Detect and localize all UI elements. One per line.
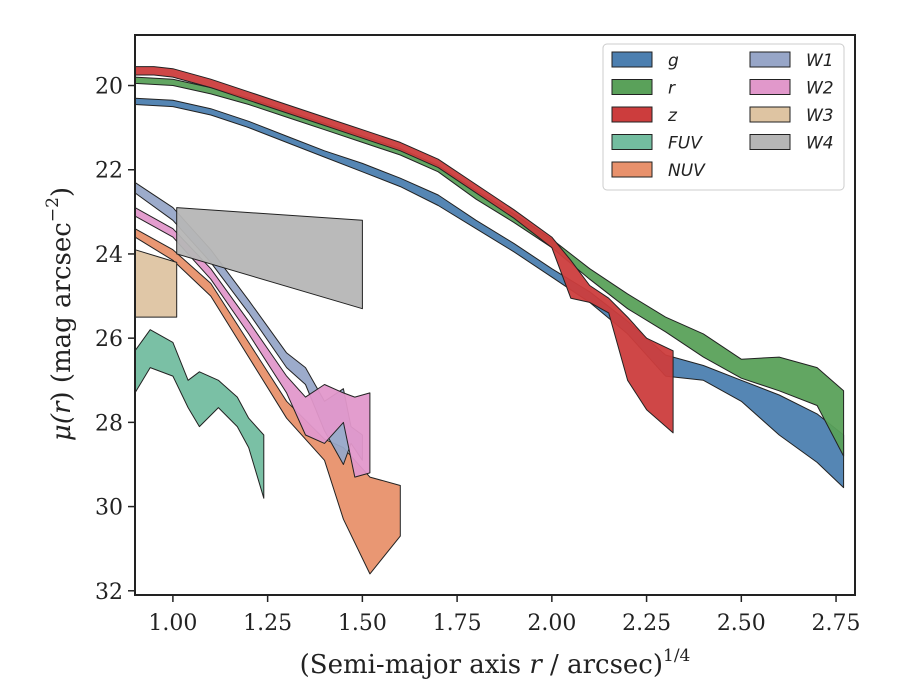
x-tick-label: 1.50: [338, 611, 387, 636]
x-tick-label: 2.25: [622, 611, 671, 636]
legend-label-W4: W4: [806, 134, 834, 154]
y-tick-label: 28: [95, 411, 123, 436]
axes: 1.00 1.25 1.50 1.75 2.00 2.25 2.50 2.75 20 22 24 26…: [95, 34, 861, 636]
legend-swatch-z: [611, 106, 653, 123]
legend-label-r: r: [668, 79, 676, 99]
y-tick-label: 24: [95, 243, 123, 268]
legend-swatch-W3: [749, 106, 791, 123]
band-W2: [134, 207, 371, 478]
legend: grz FUV NUV W1 W2 W3 W4: [602, 43, 845, 191]
profile-bands: [134, 66, 845, 575]
legend-label-W2: W2: [806, 79, 834, 99]
x-tick-label: 1.25: [243, 611, 292, 636]
band-NUV: [134, 228, 401, 575]
legend-swatch-NUV: [611, 161, 653, 178]
band-z: [134, 66, 674, 434]
legend-swatch-r: [611, 79, 653, 95]
x-tick-label: 2.50: [717, 611, 766, 636]
x-tick-label: 1.00: [148, 611, 197, 636]
y-tick-label: 32: [95, 580, 123, 605]
band-FUV: [134, 329, 265, 499]
legend-swatch-W4: [749, 134, 791, 150]
y-tick-label: 22: [95, 159, 123, 184]
legend-swatch-FUV: [611, 134, 653, 150]
legend-label-g: g: [668, 51, 679, 71]
band-W3: [134, 249, 178, 318]
legend-label-NUV: NUV: [668, 161, 706, 181]
legend-swatch-W1: [749, 51, 791, 68]
band-W4: [176, 207, 363, 310]
x-tick-label: 1.75: [433, 611, 482, 636]
x-axis-label: (Semi-major axis r / arcsec)1/4: [300, 646, 691, 680]
x-tick-label: 2.75: [812, 611, 861, 636]
y-tick-label: 20: [95, 75, 123, 100]
legend-label-W1: W1: [806, 51, 834, 71]
band-g: [134, 97, 845, 489]
y-axis-label: μ(r) (mag arcsec−2): [43, 187, 77, 441]
x-tick-label: 2.00: [527, 611, 576, 636]
legend-swatch-W2: [749, 79, 791, 95]
legend-label-W3: W3: [806, 106, 834, 126]
legend-swatch-g: [611, 51, 653, 68]
y-tick-label: 26: [95, 327, 123, 352]
plot-frame: [134, 34, 856, 596]
y-tick-label: 30: [95, 496, 123, 521]
legend-label-FUV: FUV: [668, 134, 703, 154]
legend-label-z: z: [667, 106, 678, 126]
